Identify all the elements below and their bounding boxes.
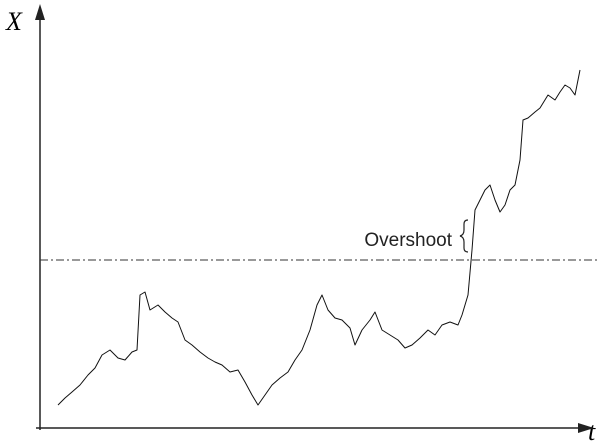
x-axis-label: t <box>588 417 596 443</box>
x-arrow <box>578 423 594 433</box>
y-axis-label: X <box>5 7 23 36</box>
annotation: Overshoot <box>364 230 452 251</box>
series-line <box>57 69 581 406</box>
brace <box>459 219 469 253</box>
y-arrow <box>35 4 45 20</box>
